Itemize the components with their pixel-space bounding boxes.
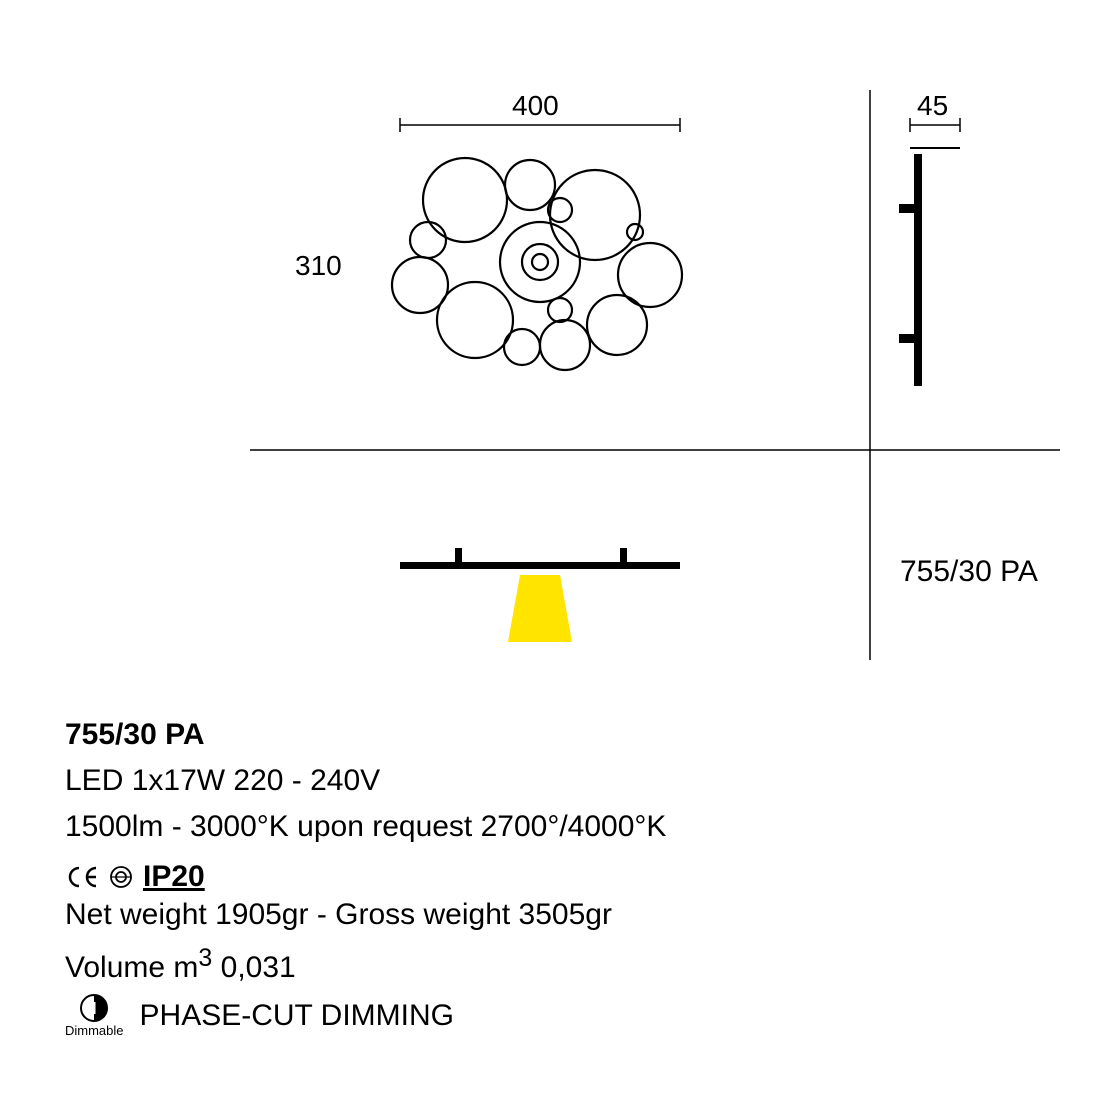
dimmable-caption: Dimmable: [65, 1023, 124, 1038]
dim-width-label: 400: [512, 90, 559, 122]
bottom-view: [400, 548, 680, 642]
spec-title: 755/30 PA: [65, 718, 205, 752]
spec-dimming-row: Dimmable PHASE-CUT DIMMING: [65, 993, 454, 1038]
dim-height-label: 310: [295, 250, 342, 282]
spec-volume: Volume m3 0,031: [65, 944, 296, 985]
spec-cert-row: IP20: [65, 860, 205, 894]
spec-lumen: 1500lm - 3000°K upon request 2700°/4000°…: [65, 810, 666, 844]
spec-weight: Net weight 1905gr - Gross weight 3505gr: [65, 898, 612, 932]
diagram-model-label: 755/30 PA: [900, 555, 1038, 589]
light-beam: [508, 575, 572, 642]
dim-depth-label: 45: [917, 90, 948, 122]
class2-icon: [109, 865, 133, 889]
ce-mark-icon: [65, 865, 99, 889]
front-view-cluster: [392, 158, 682, 370]
dimmable-icon: [79, 993, 109, 1023]
spec-ip-rating: IP20: [143, 860, 205, 894]
side-view: [900, 148, 960, 385]
spec-dimming-label: PHASE-CUT DIMMING: [140, 999, 454, 1033]
spec-led: LED 1x17W 220 - 240V: [65, 764, 380, 798]
